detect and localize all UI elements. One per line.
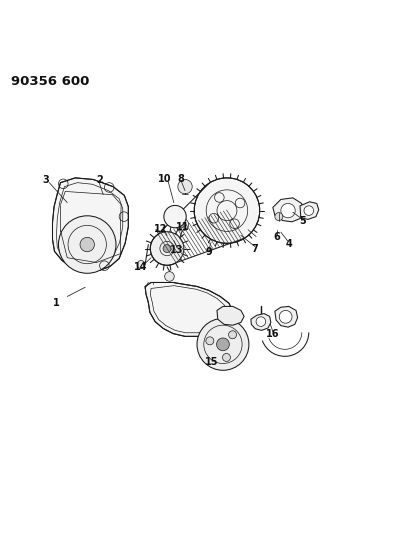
Circle shape: [58, 216, 115, 273]
Polygon shape: [274, 306, 297, 327]
Text: 90356 600: 90356 600: [11, 75, 89, 88]
Text: 7: 7: [251, 244, 257, 254]
Circle shape: [80, 237, 94, 252]
Circle shape: [216, 338, 229, 351]
Text: 11: 11: [176, 222, 189, 231]
Circle shape: [179, 222, 184, 228]
Text: 1: 1: [53, 298, 60, 308]
Circle shape: [175, 218, 188, 231]
Polygon shape: [250, 313, 270, 330]
Circle shape: [274, 213, 282, 221]
Text: 6: 6: [273, 232, 279, 243]
Text: 8: 8: [177, 174, 184, 184]
Text: 16: 16: [265, 328, 279, 338]
Text: 4: 4: [285, 239, 292, 249]
Circle shape: [205, 337, 213, 345]
Circle shape: [164, 205, 186, 228]
Circle shape: [279, 310, 291, 323]
Text: 2: 2: [95, 175, 102, 185]
Circle shape: [164, 272, 174, 281]
Circle shape: [150, 232, 183, 265]
Text: 5: 5: [299, 216, 306, 227]
Polygon shape: [145, 282, 232, 336]
Text: 3: 3: [42, 175, 49, 185]
Text: 9: 9: [205, 247, 212, 257]
Polygon shape: [217, 306, 243, 325]
Circle shape: [163, 245, 171, 253]
Text: 14: 14: [133, 262, 147, 272]
Text: 13: 13: [170, 245, 183, 255]
Polygon shape: [53, 178, 128, 270]
Circle shape: [177, 180, 192, 194]
Text: 12: 12: [154, 224, 167, 234]
Circle shape: [222, 353, 230, 361]
Circle shape: [194, 178, 259, 244]
Text: 15: 15: [205, 357, 219, 367]
Polygon shape: [299, 202, 318, 220]
Circle shape: [280, 204, 294, 218]
Circle shape: [228, 331, 236, 339]
Polygon shape: [272, 198, 303, 222]
Circle shape: [303, 206, 313, 215]
Circle shape: [196, 318, 248, 370]
Text: 10: 10: [157, 174, 170, 184]
Circle shape: [137, 261, 145, 269]
Circle shape: [255, 317, 265, 326]
